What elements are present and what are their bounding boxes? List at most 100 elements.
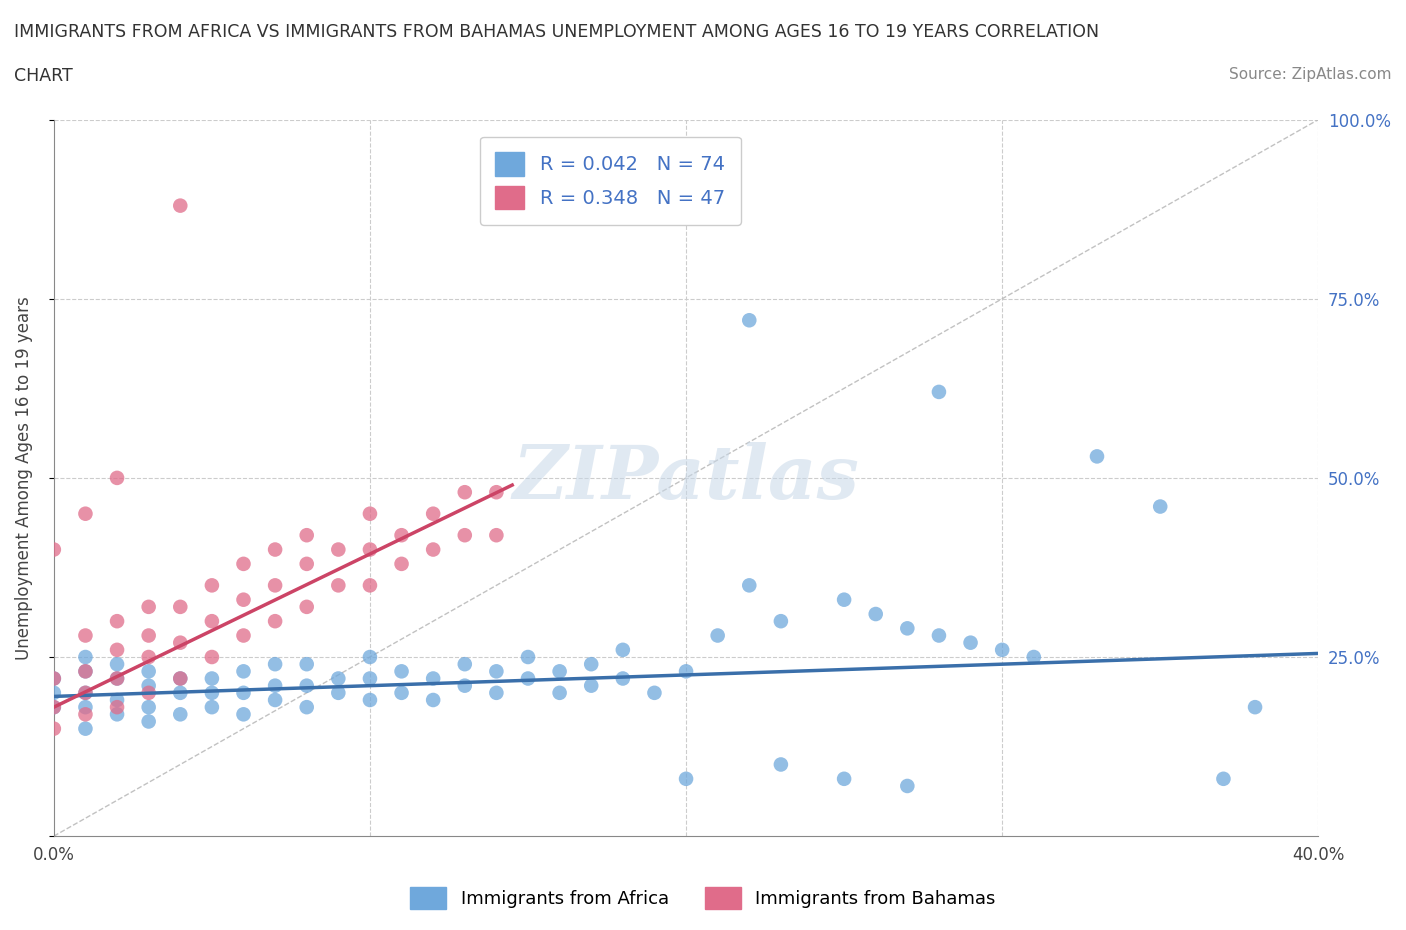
Point	[264, 614, 287, 629]
Point	[42, 685, 65, 700]
Point	[991, 643, 1014, 658]
Point	[138, 664, 160, 679]
Point	[959, 635, 981, 650]
Point	[105, 614, 128, 629]
Point	[75, 722, 97, 737]
Legend: R = 0.042   N = 74, R = 0.348   N = 47: R = 0.042 N = 74, R = 0.348 N = 47	[479, 137, 741, 225]
Point	[169, 671, 191, 686]
Point	[295, 699, 318, 714]
Point	[769, 757, 792, 772]
Point	[75, 664, 97, 679]
Point	[454, 485, 477, 499]
Point	[105, 643, 128, 658]
Point	[359, 671, 381, 686]
Point	[75, 664, 97, 679]
Point	[75, 685, 97, 700]
Point	[928, 628, 950, 643]
Point	[42, 671, 65, 686]
Point	[75, 685, 97, 700]
Point	[896, 778, 918, 793]
Point	[454, 657, 477, 671]
Point	[138, 628, 160, 643]
Point	[706, 628, 728, 643]
Point	[422, 506, 444, 521]
Point	[264, 578, 287, 592]
Point	[359, 649, 381, 664]
Point	[169, 635, 191, 650]
Point	[169, 671, 191, 686]
Point	[832, 592, 855, 607]
Point	[75, 506, 97, 521]
Point	[105, 657, 128, 671]
Point	[548, 664, 571, 679]
Text: Source: ZipAtlas.com: Source: ZipAtlas.com	[1229, 67, 1392, 82]
Point	[579, 657, 602, 671]
Point	[1085, 449, 1108, 464]
Point	[201, 685, 224, 700]
Point	[169, 600, 191, 615]
Point	[264, 657, 287, 671]
Point	[675, 771, 697, 786]
Point	[485, 527, 508, 542]
Point	[1022, 649, 1045, 664]
Point	[264, 693, 287, 708]
Point	[75, 707, 97, 722]
Point	[675, 664, 697, 679]
Point	[328, 578, 350, 592]
Point	[138, 699, 160, 714]
Point	[612, 643, 634, 658]
Legend: Immigrants from Africa, Immigrants from Bahamas: Immigrants from Africa, Immigrants from …	[404, 880, 1002, 916]
Point	[769, 614, 792, 629]
Point	[328, 542, 350, 557]
Point	[328, 685, 350, 700]
Point	[42, 699, 65, 714]
Point	[201, 671, 224, 686]
Point	[391, 556, 413, 571]
Point	[422, 542, 444, 557]
Point	[359, 578, 381, 592]
Point	[579, 678, 602, 693]
Point	[1149, 499, 1171, 514]
Point	[264, 542, 287, 557]
Point	[738, 312, 761, 327]
Point	[138, 714, 160, 729]
Point	[328, 671, 350, 686]
Point	[295, 600, 318, 615]
Point	[896, 621, 918, 636]
Point	[295, 527, 318, 542]
Point	[738, 578, 761, 592]
Point	[264, 678, 287, 693]
Point	[42, 699, 65, 714]
Point	[105, 707, 128, 722]
Point	[1212, 771, 1234, 786]
Point	[865, 606, 887, 621]
Point	[42, 722, 65, 737]
Point	[391, 527, 413, 542]
Point	[169, 707, 191, 722]
Point	[105, 693, 128, 708]
Point	[75, 699, 97, 714]
Point	[232, 592, 254, 607]
Point	[105, 471, 128, 485]
Point	[138, 678, 160, 693]
Text: IMMIGRANTS FROM AFRICA VS IMMIGRANTS FROM BAHAMAS UNEMPLOYMENT AMONG AGES 16 TO : IMMIGRANTS FROM AFRICA VS IMMIGRANTS FRO…	[14, 23, 1099, 41]
Point	[422, 671, 444, 686]
Point	[928, 384, 950, 399]
Point	[1244, 699, 1267, 714]
Point	[232, 664, 254, 679]
Point	[201, 649, 224, 664]
Point	[75, 649, 97, 664]
Point	[391, 664, 413, 679]
Point	[359, 542, 381, 557]
Point	[295, 556, 318, 571]
Point	[169, 198, 191, 213]
Point	[42, 671, 65, 686]
Point	[42, 542, 65, 557]
Point	[517, 649, 540, 664]
Point	[454, 678, 477, 693]
Point	[832, 771, 855, 786]
Point	[359, 693, 381, 708]
Point	[105, 699, 128, 714]
Point	[232, 707, 254, 722]
Point	[201, 699, 224, 714]
